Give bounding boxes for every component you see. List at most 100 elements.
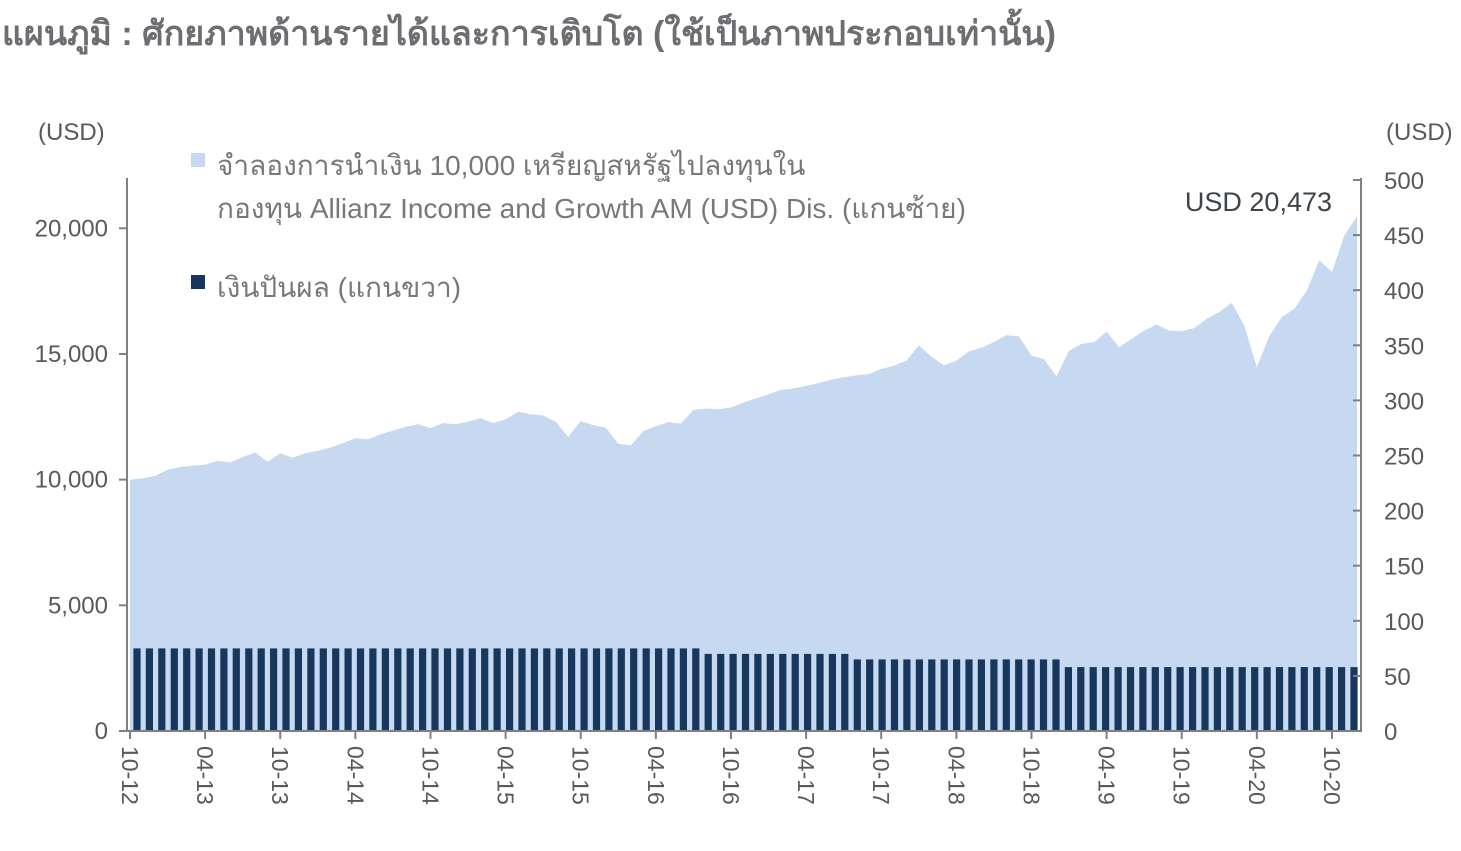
x-axis-tick-label: 10-13 [267,746,293,805]
right-axis-tick-label: 150 [1384,554,1424,581]
dividend-bar [915,659,923,731]
dividend-bar [1288,667,1296,731]
dividend-bar [779,653,787,731]
right-axis-tick-label: 50 [1384,664,1411,691]
dividend-bar [1114,667,1122,731]
x-axis-tick-label: 04-17 [793,746,819,805]
dividend-bar [1102,667,1110,731]
dividend-bar [1176,667,1184,731]
dividend-bar [1015,659,1023,731]
x-axis-tick-label: 04-16 [643,746,669,805]
dividend-bar [605,648,613,731]
x-axis-tick-label: 10-12 [117,746,143,805]
dividend-bar [1139,667,1147,731]
legend-fund-label-line1: จำลองการนำเงิน 10,000 เหรียญสหรัฐไปลงทุน… [217,150,806,181]
x-axis-tick-label: 04-13 [192,746,218,805]
dividend-bar [965,659,973,731]
dividend-bar [456,648,464,731]
dividend-bar [580,648,588,731]
right-axis-tick-label: 300 [1384,388,1424,415]
dividend-bar [1052,659,1060,731]
dividend-bar [804,653,812,731]
dividend-bar [431,648,439,731]
dividend-bar [630,648,638,731]
dividend-bar [841,653,849,731]
legend-dividend-label: เงินปันผล (แกนขวา) [217,266,461,309]
dividend-bar [816,653,824,731]
dividend-bar [468,648,476,731]
dividend-bar [481,648,489,731]
dividend-bar [928,659,936,731]
dividend-bar [953,659,961,731]
dividend-bar [617,648,625,731]
dividend-bar [369,648,377,731]
dividend-bar [282,648,290,731]
dividend-bar [1338,667,1346,731]
x-axis-tick-label: 10-18 [1019,746,1045,805]
dividend-bar [878,659,886,731]
right-axis-tick-label: 500 [1384,168,1424,195]
legend-fund-label: จำลองการนำเงิน 10,000 เหรียญสหรัฐไปลงทุน… [217,144,966,230]
dividend-bar [692,648,700,731]
x-axis-tick-label: 04-14 [342,746,368,805]
dividend-bar [170,648,178,731]
dividend-bar [977,659,985,731]
dividend-bar [1251,667,1259,731]
x-axis-tick-label: 04-18 [943,746,969,805]
right-axis-tick-label: 100 [1384,609,1424,636]
dividend-bar [754,653,762,731]
x-axis-tick-label: 10-15 [568,746,594,805]
dividend-bar [1213,667,1221,731]
dividend-bar [270,648,278,731]
dividend-bar [828,653,836,731]
dividend-bar [332,648,340,731]
dividend-bar [890,659,899,731]
fund-area-swatch-icon [191,153,205,167]
dividend-bar [232,648,240,731]
dividend-bar [592,648,601,731]
dividend-bar [257,648,265,731]
legend: จำลองการนำเงิน 10,000 เหรียญสหรัฐไปลงทุน… [191,144,966,309]
dividend-bar [1126,667,1135,731]
dividend-bar [356,648,365,731]
dividend-bar [655,648,663,731]
dividend-bar [642,648,650,731]
dividend-bar [791,653,799,731]
right-axis-tick-label: 450 [1384,223,1424,250]
x-axis-tick-label: 04-19 [1094,746,1120,805]
dividend-bar [1039,659,1048,731]
x-axis-tick-label: 04-20 [1244,746,1270,805]
dividend-bar [1064,667,1072,731]
dividend-bar [518,648,526,731]
left-axis-tick-label: 10,000 [35,467,108,494]
dividend-bar [344,648,352,731]
x-axis-tick-label: 10-17 [868,746,894,805]
left-axis-tick-label: 0 [95,718,108,745]
dividend-bar [406,648,414,731]
dividend-bar [903,659,911,731]
dividend-bar [717,653,725,731]
left-axis-tick-label: 15,000 [35,341,108,368]
dividend-bar [704,653,712,731]
legend-dividend-label-line1: เงินปันผล (แกนขวา) [217,272,462,303]
dividend-bar [1201,667,1209,731]
dividend-bar [145,648,153,731]
x-axis-tick-label: 10-20 [1319,746,1345,805]
final-value-annotation: USD 20,473 [1184,187,1332,217]
right-axis-unit-label: (USD) [1386,119,1453,146]
right-axis-tick-label: 200 [1384,499,1424,526]
dividend-bar [381,648,389,731]
dividend-bar [1238,667,1246,731]
dividend-bar [1027,659,1035,731]
dividend-bar [419,648,427,731]
dividend-bar [679,648,687,731]
page-title: แผนภูมิ : ศักยภาพด้านรายได้และการเติบโต … [2,15,1056,53]
dividend-bar [1189,667,1197,731]
dividend-bar [1263,667,1271,731]
dividend-bar [319,648,327,731]
dividend-bar [1325,667,1333,731]
right-axis-tick-label: 250 [1384,444,1424,471]
dividend-bar [729,653,737,731]
dividend-bar [1164,667,1172,731]
